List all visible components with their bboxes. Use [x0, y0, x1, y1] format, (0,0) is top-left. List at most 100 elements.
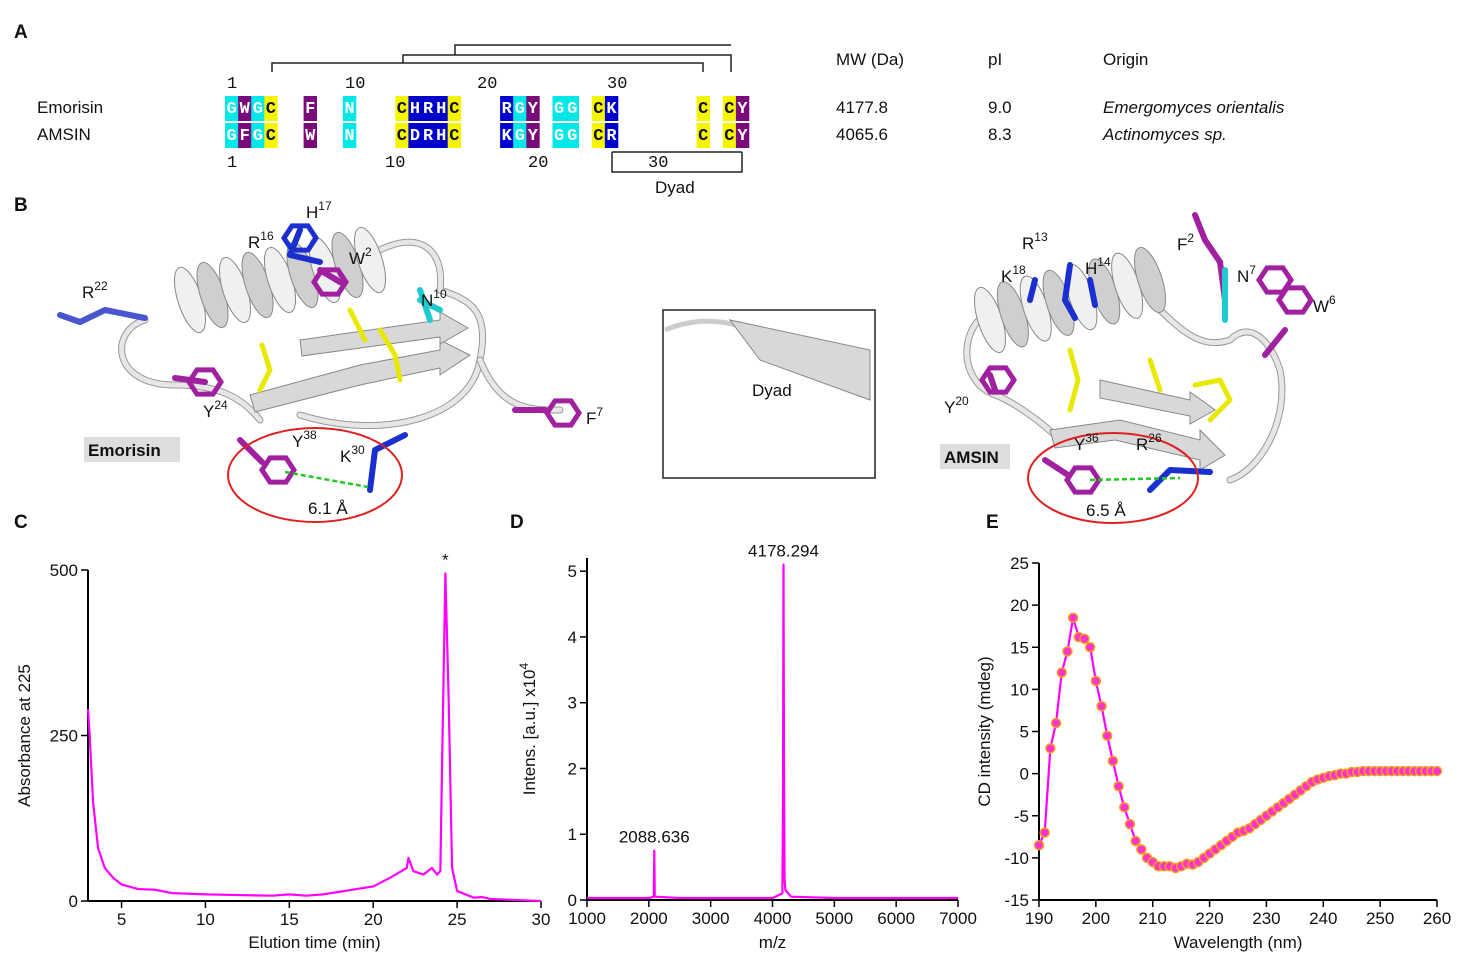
residue-number: 30 — [351, 443, 365, 457]
residue-highlight — [604, 96, 619, 121]
side-chain — [287, 227, 323, 265]
distance — [284, 470, 369, 489]
y-tick-label: 250 — [50, 727, 78, 746]
annotation: 2088.636 — [619, 828, 690, 847]
position-number: 1 — [227, 154, 237, 173]
ring — [1064, 465, 1102, 495]
side-chain — [1147, 467, 1213, 493]
position-number: 30 — [607, 75, 627, 94]
y-tick-label: 2 — [568, 759, 577, 778]
residue-highlight — [434, 123, 448, 148]
residue-highlight — [225, 123, 239, 148]
residue: R — [82, 283, 94, 302]
residue-label: F2 — [1177, 231, 1194, 254]
inset-label: Dyad — [752, 381, 792, 400]
panel-label: B — [14, 195, 28, 216]
residue: Y — [1074, 435, 1085, 454]
residue-highlight — [303, 123, 317, 148]
data-point — [1431, 765, 1443, 777]
residue: R — [248, 233, 260, 252]
residue-highlight — [421, 96, 435, 121]
residue-highlight — [408, 123, 422, 148]
residue-highlight — [447, 96, 462, 121]
beta-strand — [249, 339, 471, 413]
residue-number: 20 — [955, 394, 969, 408]
ring — [311, 267, 349, 297]
residue-label: R22 — [82, 279, 108, 302]
residue-highlight — [565, 96, 579, 121]
x-tick-label: 5000 — [815, 909, 853, 928]
residue-highlight — [251, 123, 265, 148]
distance — [1089, 476, 1181, 482]
side-chain — [1147, 357, 1163, 393]
residue-label: F7 — [586, 405, 603, 428]
position-number: 10 — [385, 154, 405, 173]
side-chain — [1067, 347, 1081, 413]
distance-label: 6.5 Å — [1086, 501, 1126, 520]
residue-highlight — [526, 123, 540, 148]
residue: F — [1177, 235, 1187, 254]
y-tick-label: 20 — [1010, 596, 1029, 615]
residue: H — [306, 203, 318, 222]
residue-number: 2 — [1187, 231, 1194, 245]
y-axis-label-text: Absorbance at 225 — [15, 664, 34, 807]
header: pI — [988, 50, 1002, 69]
residue: K — [340, 447, 352, 466]
y-tick-label: -5 — [1014, 807, 1029, 826]
y-axis-label-sup: 4 — [517, 662, 531, 669]
data-point — [1101, 730, 1113, 741]
data-point — [1079, 633, 1090, 645]
residue-highlight — [434, 96, 448, 121]
residue-label: N10 — [421, 287, 447, 310]
panel-label: D — [510, 512, 524, 533]
x-tick-label: 20 — [364, 910, 383, 929]
residue: W — [349, 249, 365, 268]
residue-highlight — [225, 96, 239, 121]
y-tick-label: -15 — [1004, 891, 1029, 910]
data-point — [1033, 839, 1045, 851]
residue-number: 14 — [1097, 255, 1111, 269]
x-tick-label: 240 — [1309, 909, 1337, 928]
residue-highlight — [513, 123, 527, 148]
data-point — [1050, 717, 1062, 729]
x-axis-label: m/z — [759, 933, 786, 952]
y-tick-label: 3 — [568, 694, 577, 713]
residue-label: Y38 — [292, 428, 317, 451]
x-tick-label: 200 — [1082, 909, 1110, 928]
side-chain — [1192, 377, 1233, 423]
residue-highlight — [722, 123, 737, 148]
ring — [1276, 285, 1314, 315]
structure-title: AMSIN — [944, 448, 999, 467]
residue-highlight — [552, 96, 566, 121]
x-tick-label: 230 — [1252, 909, 1280, 928]
inset — [664, 318, 871, 401]
y-tick-label: 5 — [568, 562, 577, 581]
beta-strand — [728, 319, 871, 401]
x-tick-label: 25 — [448, 910, 467, 929]
beta-strand — [1099, 379, 1216, 425]
data-point — [1039, 827, 1050, 838]
residue: F — [586, 409, 596, 428]
residue: H — [1085, 259, 1097, 278]
data-point — [1084, 642, 1096, 653]
data-point — [1130, 835, 1141, 847]
y-tick-label: 0 — [1020, 765, 1029, 784]
dyad-label: Dyad — [655, 178, 695, 197]
distance-label: 6.1 Å — [308, 499, 348, 518]
dyad-bracket — [611, 151, 743, 173]
residue-label: K18 — [1001, 263, 1026, 286]
residue-highlight — [500, 96, 514, 121]
residue-highlight — [251, 96, 265, 121]
x-tick-label: 220 — [1195, 909, 1223, 928]
residue: Y — [944, 398, 955, 417]
structure-title: Emorisin — [88, 441, 161, 460]
disulfide-bracket — [271, 44, 732, 72]
data-point — [1067, 612, 1079, 624]
position-number: 30 — [648, 154, 668, 173]
loop — [1147, 297, 1285, 483]
residue-highlight — [395, 123, 409, 148]
residue-highlight — [395, 96, 409, 121]
residue-label: R26 — [1136, 431, 1162, 454]
x-axis-label: Wavelength (nm) — [1174, 933, 1303, 952]
data-point — [1136, 844, 1147, 855]
